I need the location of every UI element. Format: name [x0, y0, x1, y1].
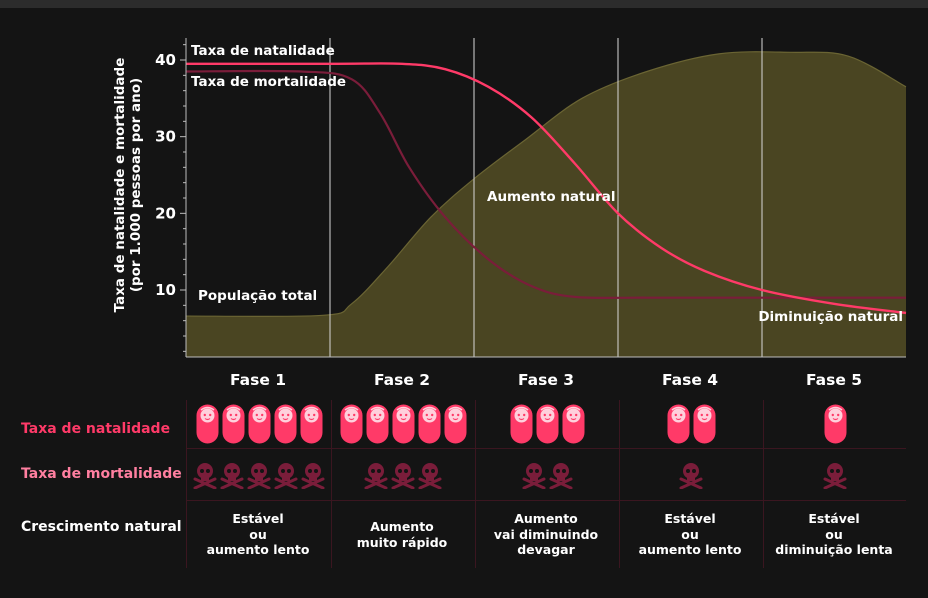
top-bar [0, 0, 928, 8]
natural-growth-cell-1: Estável ou aumento lento [187, 511, 329, 558]
birth-rate-line [186, 62, 907, 315]
baby-icon [196, 404, 219, 444]
baby-icon [536, 404, 559, 444]
natural-growth-cell-5: Estável ou diminuição lenta [763, 511, 905, 558]
natural-growth-text: aumento lento [206, 542, 310, 557]
baby-icon [222, 404, 245, 444]
baby-icon [392, 404, 415, 444]
baby-icon [562, 404, 585, 444]
baby-icon [340, 404, 363, 444]
skull-crossbones-icon [274, 461, 298, 490]
skull-crossbones-icon [391, 461, 415, 490]
skull-crossbones-icon [522, 461, 546, 490]
demographic-transition-chart: 10 20 30 40 Fase 1 Fase 2 Fase 3 Fase 4 Fase 5 Ta… [155, 38, 907, 389]
death-icons-4 [619, 461, 763, 490]
natural-growth-text: Estável [232, 511, 284, 526]
baby-icon [418, 404, 441, 444]
baby-icon [300, 404, 323, 444]
death-icons-3 [475, 461, 619, 490]
row-label-birth-rate: Taxa de natalidade [21, 421, 171, 437]
table-column-divider [619, 400, 620, 568]
table-column-divider [186, 400, 187, 568]
birth-rate-label: Taxa de natalidade [191, 43, 335, 59]
baby-icon [824, 404, 847, 444]
death-icons-1 [187, 461, 331, 490]
natural-growth-cell-2: Aumento muito rápido [331, 519, 473, 550]
y-tick-label: 30 [155, 128, 176, 146]
population-area [186, 51, 906, 357]
table-column-divider [475, 400, 476, 568]
row-label-natural-growth: Crescimento natural [21, 519, 182, 535]
skull-crossbones-icon [679, 461, 703, 490]
y-tick-label: 40 [155, 51, 176, 69]
natural-growth-text: Aumento [514, 511, 578, 526]
death-icons-2 [331, 461, 475, 490]
skull-crossbones-icon [193, 461, 217, 490]
phase-label: Fase 3 [518, 371, 574, 389]
baby-icon [510, 404, 533, 444]
baby-icon [693, 404, 716, 444]
birth-icons-5 [763, 404, 907, 444]
baby-icon [667, 404, 690, 444]
skull-crossbones-icon [247, 461, 271, 490]
birth-icons-1 [187, 404, 331, 444]
natural-growth-cell-4: Estável ou aumento lento [619, 511, 761, 558]
y-axis-title-line: (por 1.000 pessoas por ano) [128, 77, 144, 293]
natural-growth-text: devagar [517, 542, 575, 557]
table-column-divider [763, 400, 764, 568]
phase-label: Fase 4 [662, 371, 718, 389]
natural-growth-text: diminuição lenta [775, 542, 893, 557]
natural-growth-text: ou [681, 526, 699, 542]
natural-growth-text: Estável [664, 511, 716, 526]
birth-icons-3 [475, 404, 619, 444]
baby-icon [274, 404, 297, 444]
natural-growth-text: vai diminuindo [493, 526, 599, 542]
natural-growth-text: Estável [808, 511, 860, 526]
phase-label: Fase 1 [230, 371, 286, 389]
skull-crossbones-icon [220, 461, 244, 490]
death-rate-label: Taxa de mortalidade [191, 74, 346, 90]
natural-growth-text: ou [249, 526, 267, 542]
y-tick-label: 10 [155, 281, 176, 299]
table-column-divider [331, 400, 332, 568]
natural-growth-text: ou [825, 526, 843, 542]
birth-icons-2 [331, 404, 475, 444]
baby-icon [248, 404, 271, 444]
y-tick-label: 20 [155, 204, 176, 222]
natural-growth-text: aumento lento [638, 542, 742, 557]
population-label: População total [198, 288, 317, 304]
skull-crossbones-icon [364, 461, 388, 490]
skull-crossbones-icon [549, 461, 573, 490]
skull-crossbones-icon [418, 461, 442, 490]
skull-crossbones-icon [301, 461, 325, 490]
population-line [185, 51, 907, 318]
phase-label: Fase 2 [374, 371, 430, 389]
death-rate-line [185, 69, 906, 300]
skull-crossbones-icon [823, 461, 847, 490]
natural-growth-text: muito rápido [356, 534, 448, 550]
death-icons-5 [763, 461, 907, 490]
natural-growth-cell-3: Aumento vai diminuindo devagar [475, 511, 617, 558]
baby-icon [444, 404, 467, 444]
y-axis-title-line: Taxa de natalidade e mortalidade [112, 57, 128, 313]
natural-growth-text: Aumento [370, 519, 434, 534]
baby-icon [366, 404, 389, 444]
natural-increase-label: Aumento natural [487, 189, 616, 205]
birth-icons-4 [619, 404, 763, 444]
table-divider [186, 448, 906, 449]
row-label-death-rate: Taxa de mortalidade [21, 466, 182, 482]
natural-decrease-label: Diminuição natural [758, 309, 903, 325]
phase-label: Fase 5 [806, 371, 862, 389]
table-divider [186, 500, 906, 501]
